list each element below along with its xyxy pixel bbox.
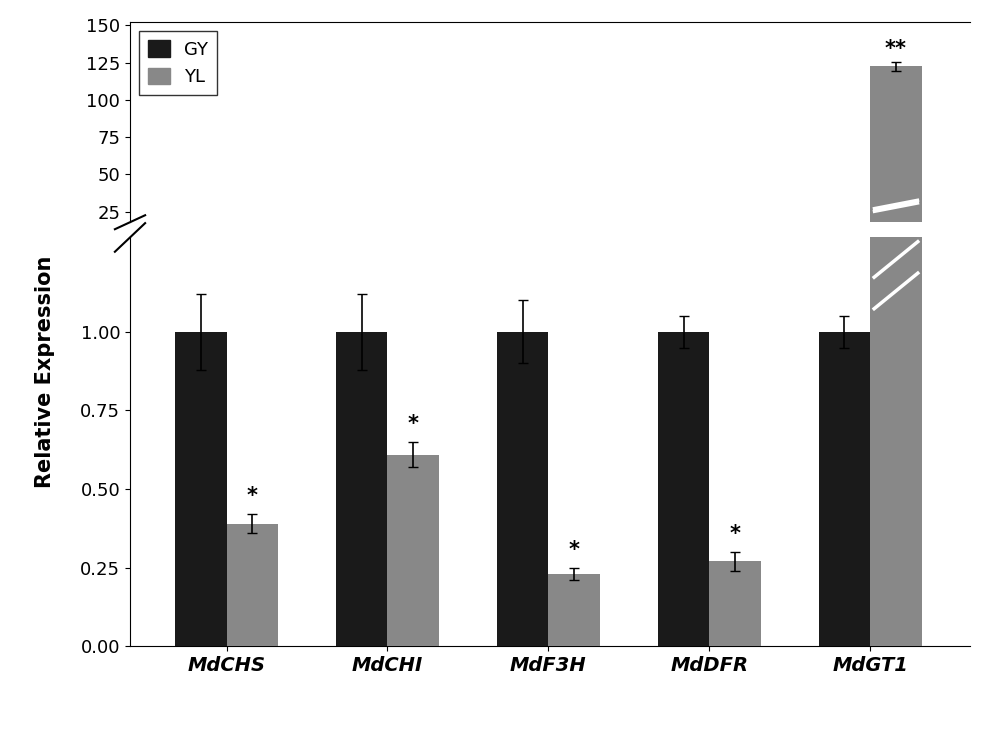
Text: Relative Expression: Relative Expression — [35, 256, 55, 487]
Bar — [175, 247, 227, 249]
Bar — [870, 66, 922, 249]
Text: *: * — [730, 524, 741, 544]
Bar — [387, 455, 439, 646]
Bar — [336, 247, 387, 249]
Text: *: * — [408, 414, 419, 434]
Bar — [819, 247, 870, 249]
Bar — [497, 247, 548, 249]
Bar — [227, 524, 278, 646]
Bar — [870, 0, 922, 646]
Bar — [387, 248, 439, 249]
Bar — [548, 574, 600, 646]
Bar — [175, 332, 227, 646]
Bar — [658, 247, 709, 249]
Bar — [497, 332, 548, 646]
Legend: GY, YL: GY, YL — [139, 31, 217, 95]
Bar — [658, 332, 709, 646]
Text: **: ** — [885, 39, 907, 59]
Bar — [709, 562, 761, 646]
Bar — [819, 332, 870, 646]
Text: *: * — [569, 540, 580, 560]
Bar — [336, 332, 387, 646]
Text: *: * — [247, 487, 258, 507]
